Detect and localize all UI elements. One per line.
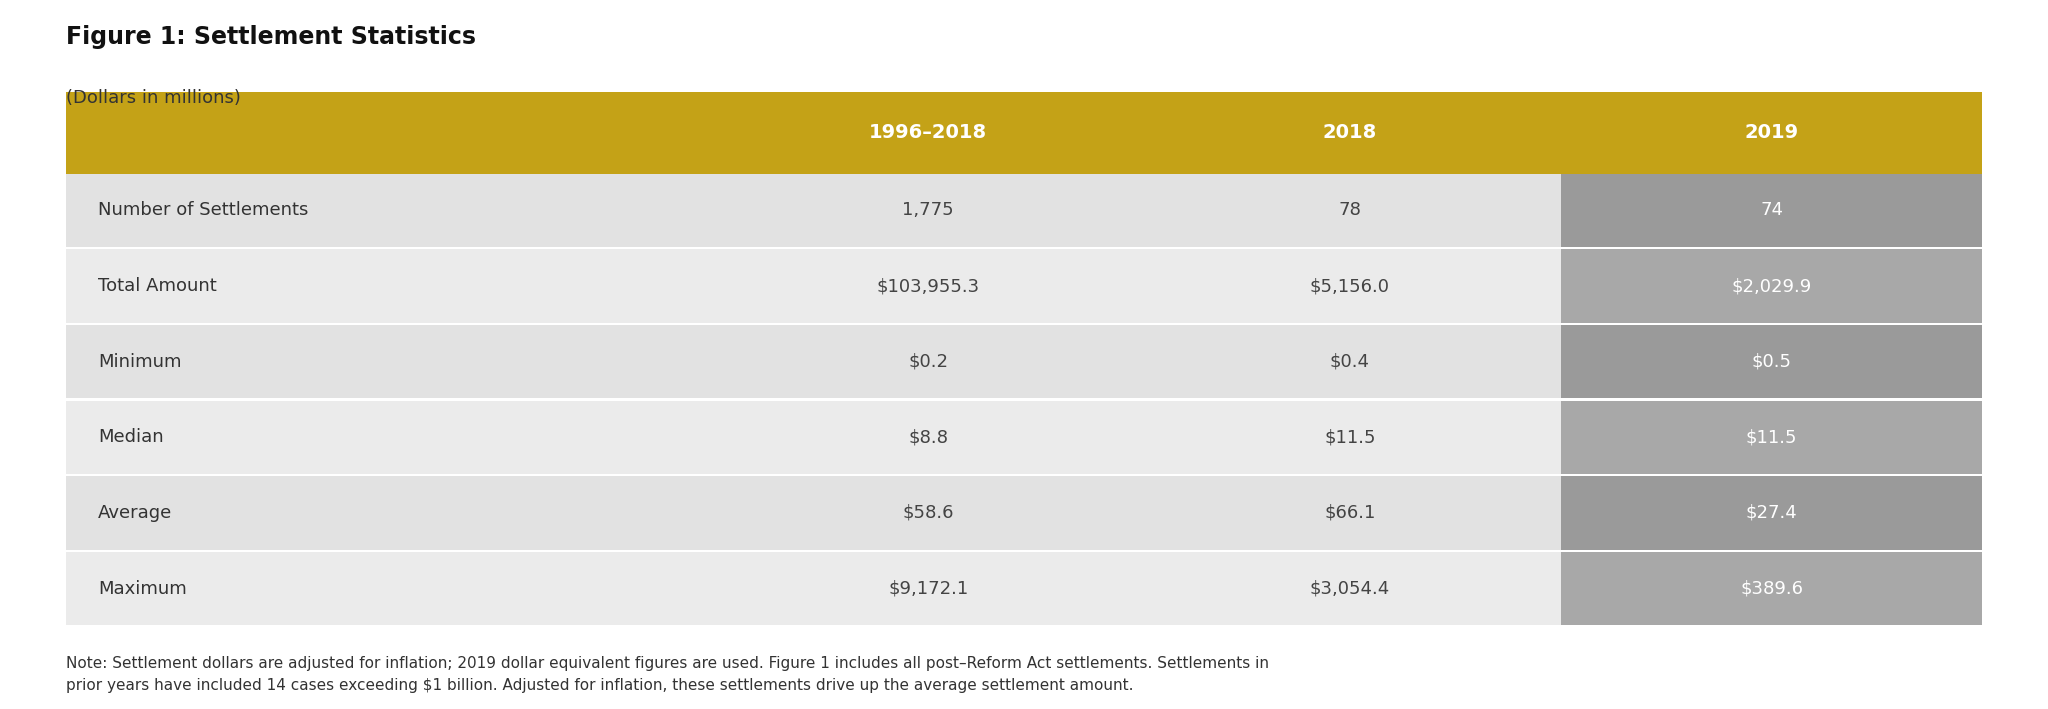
Text: $0.4: $0.4	[1329, 352, 1370, 371]
Text: 2019: 2019	[1745, 123, 1798, 143]
Bar	[66, 174, 717, 247]
Text: $11.5: $11.5	[1325, 428, 1376, 447]
Bar	[1561, 401, 1982, 474]
Text: Maximum: Maximum	[98, 579, 186, 598]
Text: 1996–2018: 1996–2018	[868, 123, 987, 143]
Text: $27.4: $27.4	[1745, 504, 1798, 522]
Bar	[1139, 476, 1561, 549]
Text: Average: Average	[98, 504, 172, 522]
Text: $389.6: $389.6	[1741, 579, 1802, 598]
Text: Minimum: Minimum	[98, 352, 182, 371]
Text: 78: 78	[1339, 201, 1362, 220]
Bar	[717, 552, 1139, 625]
Bar	[66, 476, 717, 549]
Text: $58.6: $58.6	[903, 504, 954, 522]
Text: $2,029.9: $2,029.9	[1731, 277, 1812, 295]
Bar	[717, 250, 1139, 323]
Bar	[1561, 325, 1982, 398]
Text: Number of Settlements: Number of Settlements	[98, 201, 309, 220]
Text: $8.8: $8.8	[907, 428, 948, 447]
Bar	[66, 401, 717, 474]
Text: $66.1: $66.1	[1325, 504, 1376, 522]
Bar	[1139, 174, 1561, 247]
Text: $11.5: $11.5	[1745, 428, 1798, 447]
Text: $0.2: $0.2	[907, 352, 948, 371]
Text: 1,775: 1,775	[903, 201, 954, 220]
Bar	[1139, 325, 1561, 398]
Bar	[717, 325, 1139, 398]
Bar	[66, 250, 717, 323]
Text: $9,172.1: $9,172.1	[889, 579, 969, 598]
Bar	[66, 325, 717, 398]
Bar	[717, 476, 1139, 549]
Text: $0.5: $0.5	[1751, 352, 1792, 371]
Bar	[1139, 552, 1561, 625]
Text: Figure 1: Settlement Statistics: Figure 1: Settlement Statistics	[66, 25, 475, 49]
Text: 74: 74	[1759, 201, 1784, 220]
Bar	[66, 92, 1982, 174]
Bar	[1561, 552, 1982, 625]
Bar	[66, 552, 717, 625]
Text: Median: Median	[98, 428, 164, 447]
Bar	[717, 174, 1139, 247]
Text: $3,054.4: $3,054.4	[1311, 579, 1391, 598]
Bar	[1139, 250, 1561, 323]
Bar	[717, 401, 1139, 474]
Bar	[1561, 250, 1982, 323]
Bar	[1561, 174, 1982, 247]
Text: (Dollars in millions): (Dollars in millions)	[66, 89, 240, 106]
Text: 2018: 2018	[1323, 123, 1376, 143]
Bar	[1561, 476, 1982, 549]
Text: Total Amount: Total Amount	[98, 277, 217, 295]
Bar	[1139, 401, 1561, 474]
Text: Note: Settlement dollars are adjusted for inflation; 2019 dollar equivalent figu: Note: Settlement dollars are adjusted fo…	[66, 656, 1268, 693]
Text: $5,156.0: $5,156.0	[1311, 277, 1391, 295]
Text: $103,955.3: $103,955.3	[877, 277, 979, 295]
